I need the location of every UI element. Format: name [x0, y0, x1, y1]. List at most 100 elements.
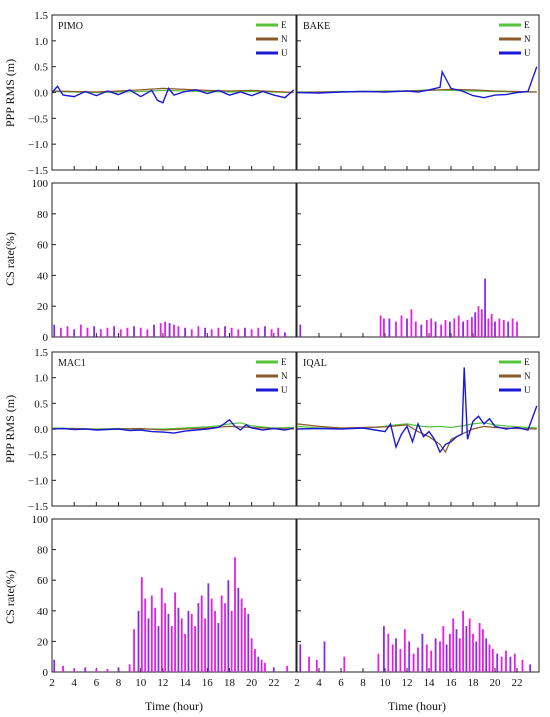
- cs-bar: [480, 309, 483, 337]
- cs-bar: [244, 327, 246, 337]
- cs-bar: [466, 320, 469, 337]
- cs-bar: [133, 629, 135, 672]
- cs-bar: [173, 324, 175, 337]
- cs-bar: [113, 326, 116, 337]
- cs-bar: [513, 653, 516, 672]
- y-tick-label: −1.0: [28, 475, 48, 487]
- x-tick-label: 16: [202, 677, 214, 689]
- cs-bar: [190, 329, 193, 337]
- cs-bar: [391, 644, 394, 672]
- series-line-u: [296, 66, 538, 99]
- x-tick-label: 2: [294, 677, 300, 689]
- y-tick-label: 40: [37, 606, 49, 618]
- y-tick-label: 20: [37, 301, 49, 313]
- cs-bar: [315, 659, 318, 672]
- cs-bar: [343, 656, 346, 672]
- cs-bar: [434, 638, 437, 672]
- cs-bar: [449, 633, 451, 672]
- cs-bar: [468, 618, 471, 672]
- cs-bar: [210, 329, 213, 337]
- cs-bar: [207, 583, 210, 672]
- x-tick-label: 10: [380, 677, 392, 689]
- cs-bar: [200, 595, 203, 672]
- cs-bar: [157, 626, 160, 672]
- panel-bake-cs: [296, 182, 540, 338]
- x-tick-label: 12: [157, 677, 168, 689]
- cs-bar: [507, 321, 510, 337]
- series-line-u: [51, 418, 294, 434]
- cs-bar: [177, 607, 180, 672]
- cs-bar: [444, 320, 447, 337]
- cs-bar: [153, 324, 155, 337]
- cs-bar: [395, 321, 397, 337]
- y-tick-label: 0: [43, 332, 49, 344]
- cs-bar: [511, 318, 514, 337]
- cs-bar: [270, 329, 273, 337]
- cs-bar: [167, 613, 170, 672]
- legend-label-e: E: [524, 357, 530, 367]
- y-tick-label: 0.5: [34, 398, 48, 410]
- cs-bar: [509, 656, 512, 672]
- cs-bar: [220, 595, 223, 672]
- y-tick-label: 100: [32, 178, 49, 190]
- cs-bar: [234, 557, 236, 672]
- y-tick-label: 0: [43, 667, 49, 679]
- cs-bar: [488, 644, 491, 672]
- y-tick-label: −1.5: [28, 165, 48, 177]
- cs-bar: [250, 638, 253, 672]
- cs-bar: [174, 592, 177, 672]
- cs-bar: [106, 668, 109, 672]
- cs-bar: [59, 327, 62, 337]
- cs-bar: [472, 633, 474, 672]
- cs-bar: [485, 638, 488, 672]
- cs-bar: [277, 327, 280, 337]
- legend-label-u: U: [281, 48, 288, 58]
- cs-bar: [194, 626, 196, 672]
- cs-bar: [237, 329, 240, 337]
- cs-bar: [99, 329, 102, 337]
- y-tick-label: 1.5: [34, 10, 48, 22]
- cs-bar: [457, 315, 460, 337]
- cs-bar: [84, 667, 87, 672]
- station-label: IQAL: [303, 358, 327, 369]
- rms-ylabel-bottom: PPP RMS (m): [3, 395, 17, 463]
- cs-bar: [126, 327, 129, 337]
- cs-bar: [529, 664, 532, 672]
- cs-bar: [455, 629, 458, 672]
- cs-bar: [66, 326, 69, 337]
- legend-label-n: N: [281, 371, 288, 381]
- cs-bar: [272, 667, 275, 672]
- cs-bar: [164, 603, 167, 672]
- cs-bar: [250, 329, 253, 337]
- panel-iqal-cs: 2 4 6 8 10 12 14 16 18 20 22: [294, 518, 540, 689]
- y-tick-label: 0.0: [34, 88, 48, 100]
- cs-bar: [164, 321, 167, 337]
- y-tick-label: −1.0: [28, 139, 48, 151]
- cs-bar: [73, 668, 76, 672]
- cs-bar: [377, 653, 380, 672]
- cs-bar: [168, 323, 171, 337]
- legend-label-n: N: [281, 34, 288, 44]
- cs-bar: [204, 618, 206, 672]
- cs-bar: [383, 318, 385, 337]
- cs-bar: [471, 316, 473, 337]
- cs-bar: [150, 595, 153, 672]
- cs-bar: [137, 610, 140, 672]
- x-tick-label: 22: [268, 677, 279, 689]
- cs-bar: [452, 618, 455, 672]
- x-tick-label: 4: [316, 677, 322, 689]
- cs-bar: [197, 603, 200, 672]
- cs-bar: [133, 326, 135, 337]
- cs-bar: [160, 587, 163, 672]
- cs-bar: [410, 309, 413, 337]
- y-tick-label: 60: [37, 575, 49, 587]
- cs-bar: [387, 633, 390, 672]
- rms-ylabel-top: PPP RMS (m): [3, 59, 17, 127]
- cs-bar: [170, 626, 173, 672]
- xlabel-right: Time (hour): [388, 699, 446, 713]
- legend-label-n: N: [524, 34, 531, 44]
- cs-bar: [458, 638, 461, 672]
- cs-bar: [388, 318, 391, 337]
- cs-bar: [414, 321, 417, 337]
- cs-bar: [53, 659, 56, 672]
